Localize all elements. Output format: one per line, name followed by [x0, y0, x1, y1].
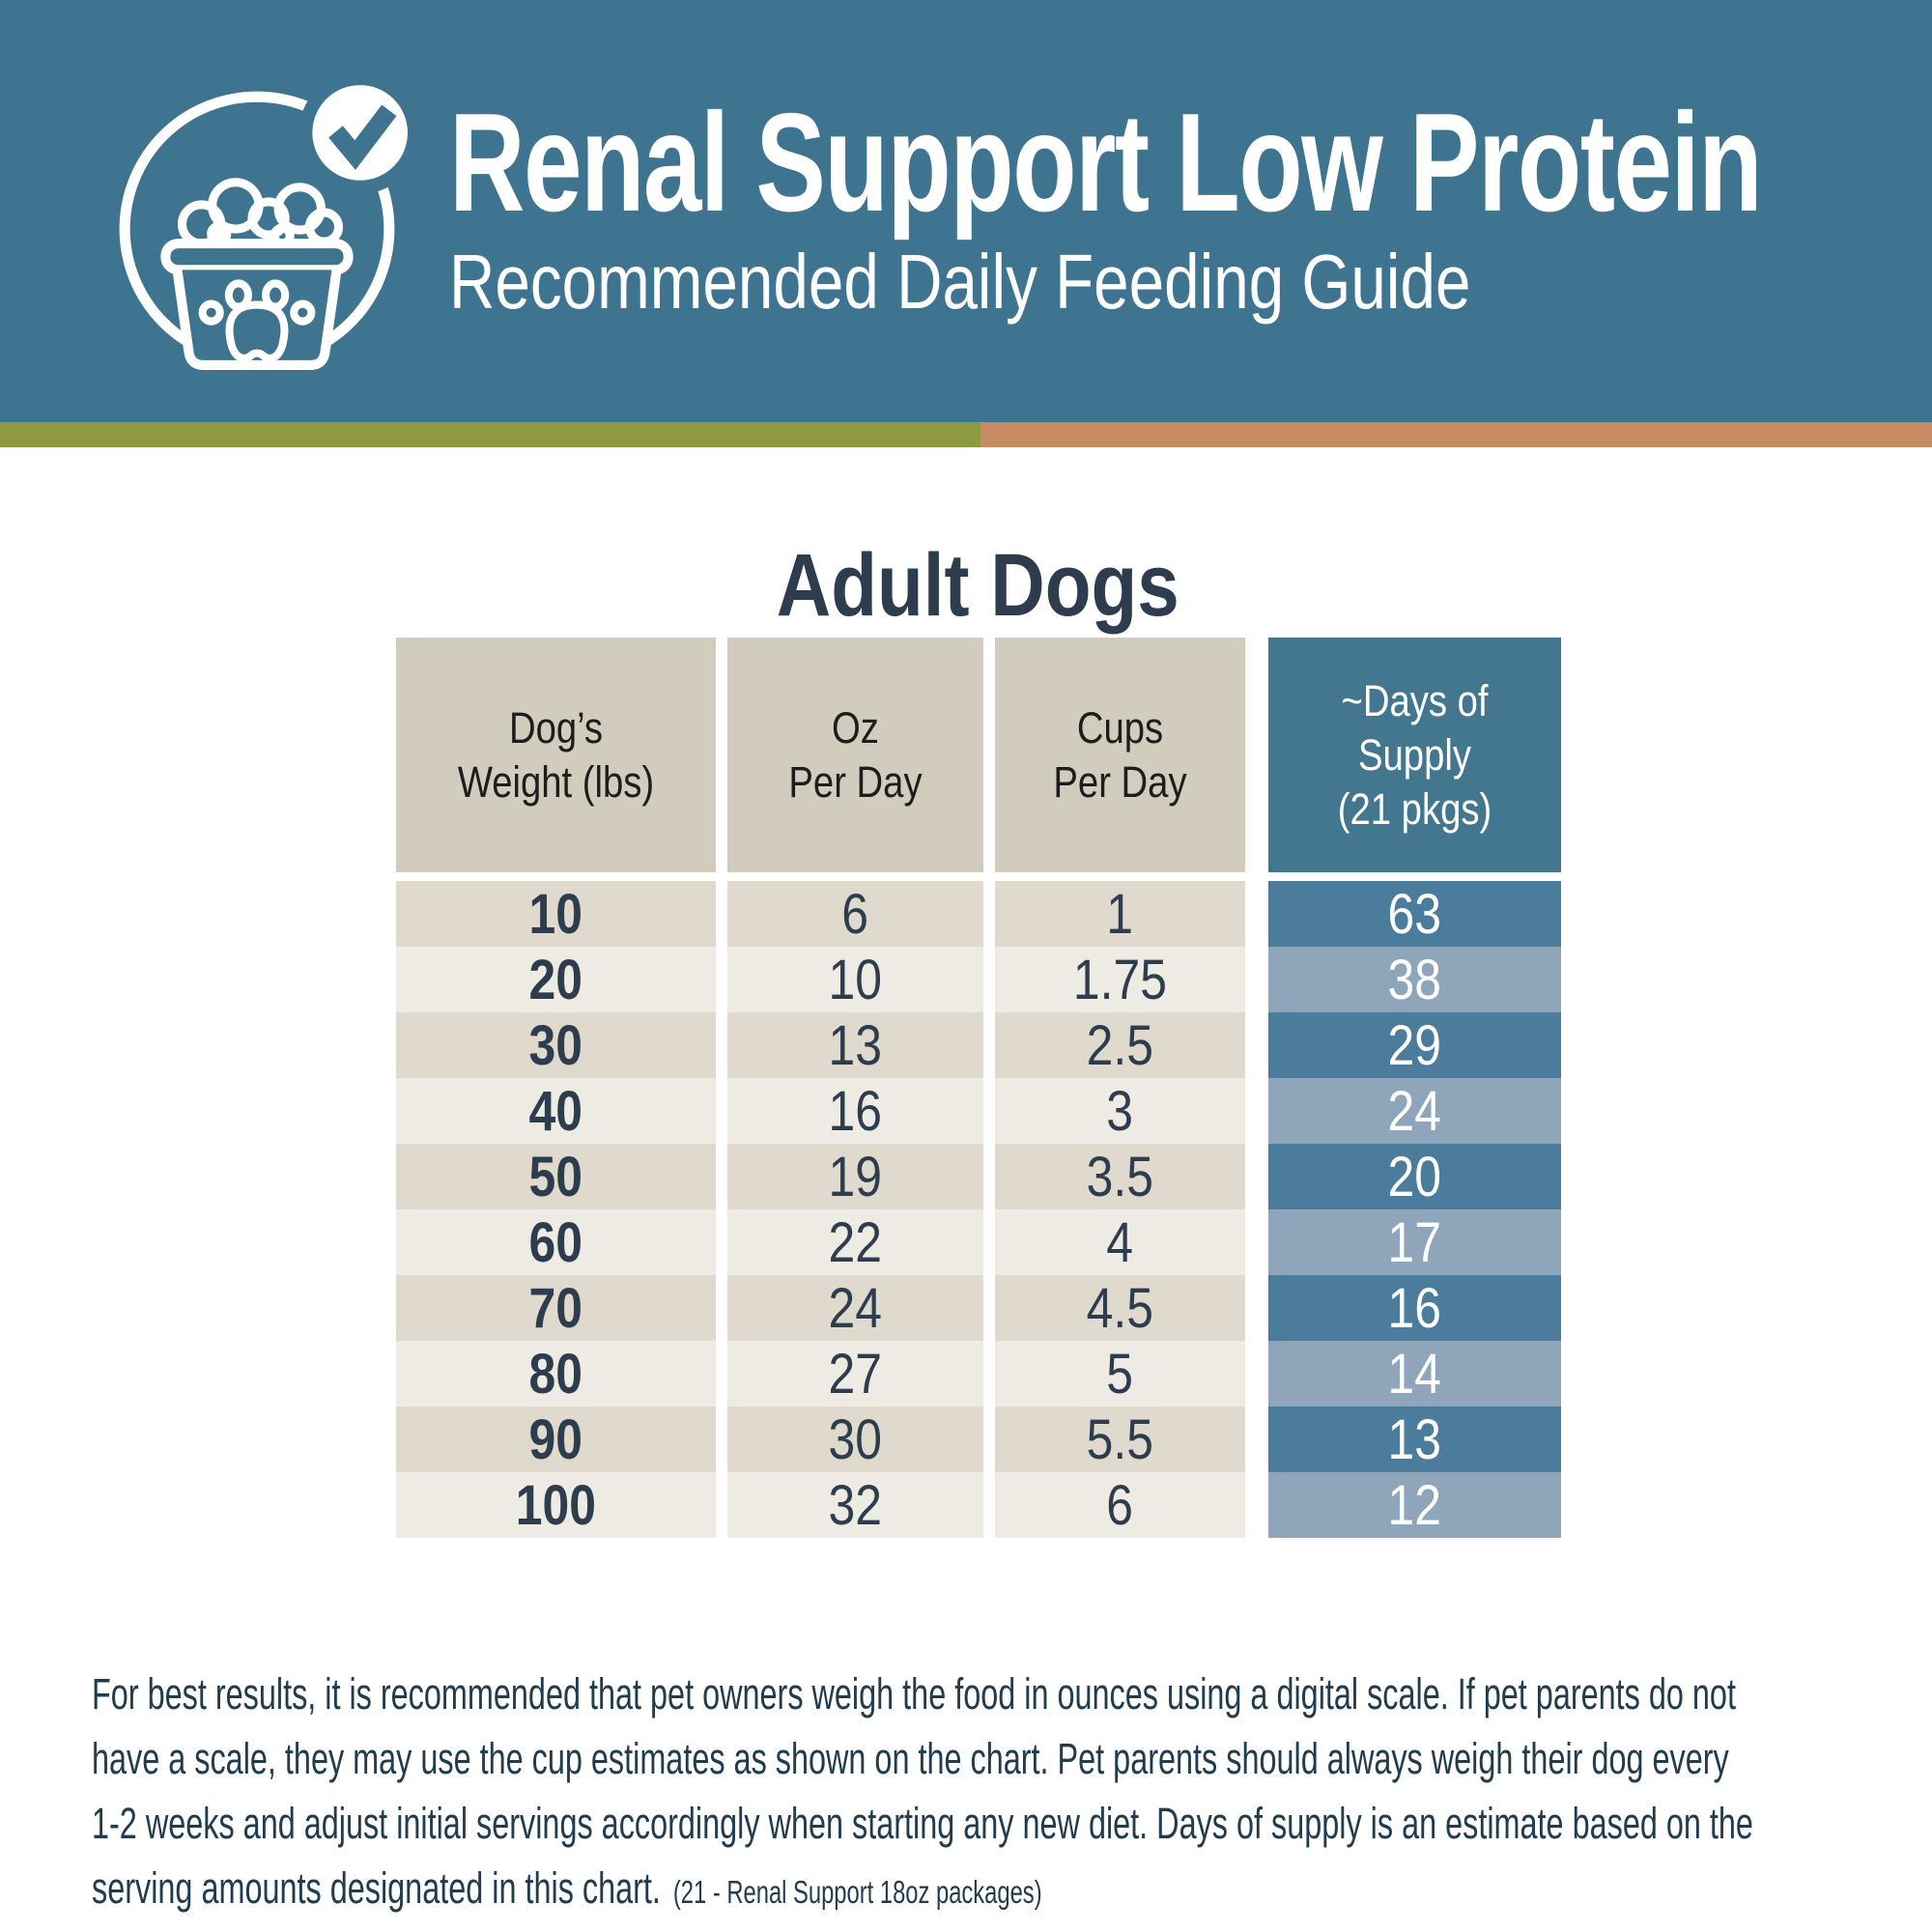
- table-cell-days-row3: 29: [1268, 1012, 1561, 1078]
- footer-line-4: serving amounts designated in this chart…: [92, 1856, 1753, 1924]
- table-cell-cups-row6: 4: [995, 1209, 1245, 1275]
- footer-line-1: For best results, it is recommended that…: [92, 1669, 1736, 1719]
- table-cell-cups-row1: 1: [995, 881, 1245, 947]
- table-cell-weight-row3: 30: [396, 1012, 716, 1078]
- column-header-oz-line1: Oz: [832, 702, 879, 753]
- table-cell-days-row6: 17: [1268, 1209, 1561, 1275]
- table-cell-days-row9: 13: [1268, 1406, 1561, 1472]
- table-cell-cups-row8: 5: [995, 1341, 1245, 1406]
- table-cell-oz-row4: 16: [727, 1078, 983, 1144]
- stripe-green-segment: [0, 422, 980, 447]
- table-cell-days-row1: 63: [1268, 881, 1561, 947]
- table-cell-cups-row9: 5.5: [995, 1406, 1245, 1472]
- footer-line-2: have a scale, they may use the cup estim…: [92, 1734, 1729, 1783]
- table-cell-oz-row6: 22: [727, 1209, 983, 1275]
- table-cell-days-row10: 12: [1268, 1472, 1561, 1538]
- section-title: Adult Dogs: [396, 541, 1559, 630]
- banner: Renal Support Low Protein Recommended Da…: [0, 0, 1932, 422]
- table-cell-oz-row5: 19: [727, 1144, 983, 1209]
- table-cell-weight-row8: 80: [396, 1341, 716, 1406]
- table-cell-weight-row9: 90: [396, 1406, 716, 1472]
- page-subtitle: Recommended Daily Feeding Guide: [449, 239, 1471, 325]
- dog-food-bowl-with-checkmark-icon: [119, 71, 411, 370]
- table-cell-weight-row1: 10: [396, 881, 716, 947]
- page-title: Renal Support Low Protein: [449, 84, 1763, 241]
- table-cell-cups-row5: 3.5: [995, 1144, 1245, 1209]
- column-header-weight-line1: Dog’s: [508, 702, 604, 753]
- badge-circle: [298, 71, 411, 194]
- column-header-cups-line2: Per Day: [1053, 756, 1187, 807]
- table-cell-oz-row1: 6: [727, 881, 983, 947]
- table-cell-days-row8: 14: [1268, 1341, 1561, 1406]
- column-header-days-of-supply: ~Days of Supply (21 pkgs): [1268, 638, 1561, 872]
- table-cell-cups-row10: 6: [995, 1472, 1245, 1538]
- table-cell-cups-row3: 2.5: [995, 1012, 1245, 1078]
- column-header-cups-line1: Cups: [1076, 702, 1164, 753]
- footer-note: For best results, it is recommended that…: [92, 1662, 1932, 1924]
- table-cell-weight-row6: 60: [396, 1209, 716, 1275]
- table-cell-oz-row7: 24: [727, 1275, 983, 1341]
- checkmark-icon: [328, 104, 397, 170]
- divider-stripe: [0, 422, 1932, 447]
- table-cell-oz-row8: 27: [727, 1341, 983, 1406]
- table-cell-oz-row9: 30: [727, 1406, 983, 1472]
- table-cell-oz-row10: 32: [727, 1472, 983, 1538]
- table-cell-days-row7: 16: [1268, 1275, 1561, 1341]
- table-cell-weight-row2: 20: [396, 947, 716, 1012]
- column-header-days-line2: Supply: [1358, 729, 1471, 780]
- column-header-weight: Dog’s Weight (lbs): [396, 638, 716, 872]
- table-cell-oz-row2: 10: [727, 947, 983, 1012]
- footer-line-3: 1-2 weeks and adjust initial servings ac…: [92, 1799, 1753, 1848]
- table-cell-weight-row5: 50: [396, 1144, 716, 1209]
- stripe-orange-segment: [980, 422, 1932, 447]
- table-cell-days-row4: 24: [1268, 1078, 1561, 1144]
- column-header-weight-line2: Weight (lbs): [457, 756, 655, 807]
- column-header-cups: Cups Per Day: [995, 638, 1245, 872]
- footer-line-4-text: serving amounts designated in this chart…: [92, 1863, 661, 1913]
- table-cell-days-row5: 20: [1268, 1144, 1561, 1209]
- table-cell-days-row2: 38: [1268, 947, 1561, 1012]
- table-cell-cups-row4: 3: [995, 1078, 1245, 1144]
- table-cell-weight-row7: 70: [396, 1275, 716, 1341]
- column-header-oz-line2: Per Day: [788, 756, 923, 807]
- column-header-oz: Oz Per Day: [727, 638, 983, 872]
- table-cell-weight-row10: 100: [396, 1472, 716, 1538]
- section-title-text: Adult Dogs: [776, 536, 1179, 635]
- table-cell-cups-row7: 4.5: [995, 1275, 1245, 1341]
- column-header-days-line1: ~Days of: [1341, 675, 1489, 725]
- column-header-days-line3: (21 pkgs): [1337, 783, 1492, 834]
- footer-package-note: (21 - Renal Support 18oz packages): [672, 1874, 1042, 1910]
- table-cell-weight-row4: 40: [396, 1078, 716, 1144]
- feeding-table: Dog’s Weight (lbs) Oz Per Day Cups Per D…: [396, 638, 1561, 1604]
- table-cell-cups-row2: 1.75: [995, 947, 1245, 1012]
- table-cell-oz-row3: 13: [727, 1012, 983, 1078]
